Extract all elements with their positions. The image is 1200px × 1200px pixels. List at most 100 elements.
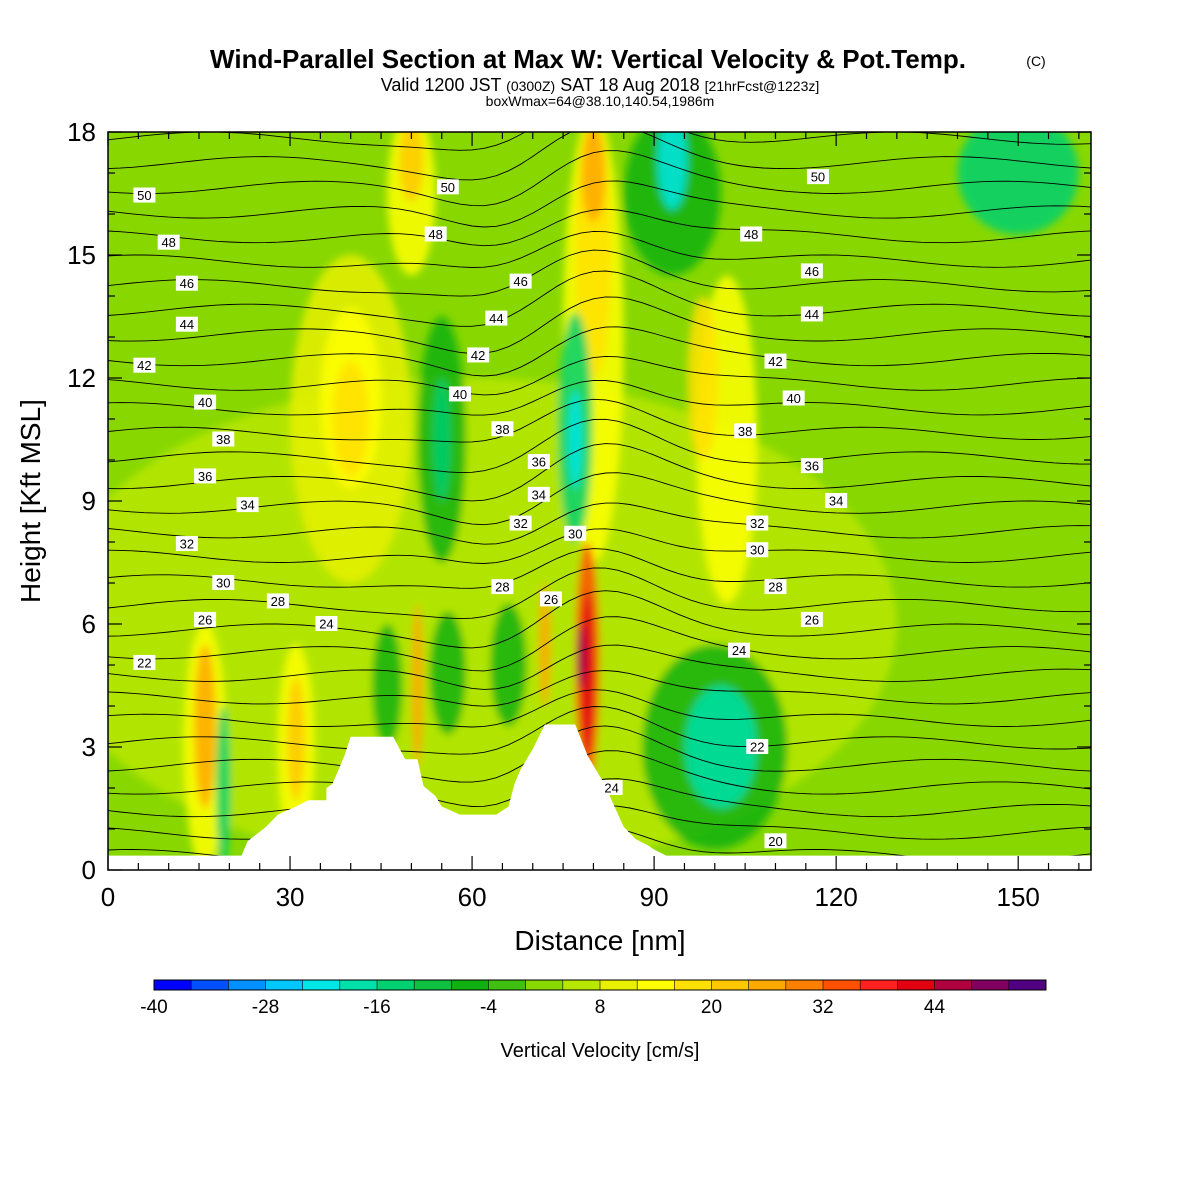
- x-axis: 0 30 60 90 120 150: [101, 132, 1080, 912]
- contour-label-text: 36: [198, 469, 212, 484]
- valid-date: SAT 18 Aug 2018: [560, 75, 699, 95]
- contour-label-text: 30: [750, 543, 764, 558]
- velocity-region: [371, 624, 403, 747]
- x-tick-label: 60: [458, 882, 487, 912]
- contour-label: 30: [212, 575, 235, 591]
- y-axis-label: Height [Kft MSL]: [15, 399, 46, 603]
- contour-label: 34: [236, 497, 259, 513]
- contour-label: 32: [746, 515, 769, 531]
- theta-contour-38: [108, 398, 1091, 443]
- colorbar-swatch: [785, 980, 824, 990]
- theta-contour-25: [108, 706, 1091, 755]
- colorbar-swatch: [897, 980, 935, 990]
- contour-label: 30: [746, 542, 769, 558]
- contour-label: 20: [764, 833, 787, 849]
- colorbar-swatch: [971, 980, 1010, 990]
- contour-label: 50: [436, 179, 459, 195]
- colorbar-swatch: [637, 980, 675, 990]
- velocity-region: [567, 390, 583, 489]
- x-tick-label: 150: [996, 882, 1039, 912]
- theta-contour-35: [108, 472, 1091, 526]
- contour-label: 42: [467, 347, 490, 363]
- contour-label-text: 36: [805, 459, 819, 474]
- colorbar-tick-label: 20: [701, 997, 722, 1018]
- contour-label: 32: [175, 536, 198, 552]
- contour-label-text: 22: [750, 740, 764, 755]
- potential-temperature-contours: [108, 132, 1091, 863]
- y-tick-label: 18: [67, 117, 96, 147]
- contour-label: 50: [806, 169, 829, 185]
- velocity-region: [332, 361, 369, 477]
- contour-label: 42: [764, 353, 787, 369]
- contour-label: 40: [782, 390, 805, 406]
- valid-time-line: Valid 1200 JST (0300Z) SAT 18 Aug 2018 […: [381, 75, 820, 95]
- contour-label-text: 48: [428, 227, 442, 242]
- contour-label-text: 28: [768, 580, 782, 595]
- colorbar-swatch: [451, 980, 489, 990]
- contour-label: 26: [539, 591, 562, 607]
- theta-contour-45: [108, 230, 1091, 268]
- contour-label-text: 34: [532, 487, 546, 502]
- contour-label: 38: [491, 421, 514, 437]
- contour-label-text: 40: [786, 391, 800, 406]
- colorbar: [153, 979, 1047, 991]
- colorbar-swatch: [414, 980, 452, 990]
- velocity-region: [684, 685, 758, 809]
- terrain-mask: [108, 724, 1091, 870]
- theta-contour-41: [108, 326, 1091, 377]
- contour-label: 34: [527, 486, 550, 502]
- contour-label: 26: [800, 611, 823, 627]
- theta-contour-32: [108, 548, 1091, 589]
- velocity-region: [432, 378, 451, 501]
- velocity-region: [580, 591, 595, 756]
- contour-label: 40: [194, 394, 217, 410]
- valid-utc: (0300Z): [506, 78, 555, 94]
- x-axis-label: Distance [nm]: [514, 925, 685, 956]
- contour-label-text: 32: [180, 537, 194, 552]
- y-tick-label: 12: [67, 363, 96, 393]
- theta-contour-39: [108, 379, 1091, 416]
- colorbar-swatch: [228, 980, 266, 990]
- colorbar-tick-label: -4: [480, 997, 497, 1018]
- colorbar-tick-label: -40: [140, 997, 167, 1018]
- colorbar-swatch: [600, 980, 638, 990]
- colorbar-swatch: [525, 980, 564, 990]
- theta-contour-42: [108, 296, 1091, 354]
- contour-label: 32: [509, 515, 532, 531]
- colorbar-swatch: [339, 980, 378, 990]
- chart-title: Wind-Parallel Section at Max W: Vertical…: [210, 44, 966, 74]
- box-wmax-info: boxWmax=64@38.10,140.54,1986m: [486, 93, 715, 109]
- contour-label: 44: [485, 310, 508, 326]
- theta-contour-29: [108, 616, 1091, 672]
- contour-label-text: 38: [495, 422, 509, 437]
- contour-label-text: 26: [544, 592, 558, 607]
- forecast-info: [21hrFcst@1223z]: [705, 78, 820, 94]
- colorbar-tick-label: -28: [252, 997, 279, 1018]
- contour-label-text: 28: [271, 594, 285, 609]
- contour-label-text: 24: [732, 643, 746, 658]
- contour-label: 24: [315, 616, 338, 632]
- x-tick-label: 30: [276, 882, 305, 912]
- y-tick-label: 6: [82, 609, 96, 639]
- contour-label-text: 30: [216, 576, 230, 591]
- valid-prefix: Valid 1200 JST: [381, 75, 502, 95]
- colorbar-swatch: [191, 980, 229, 990]
- velocity-region: [399, 132, 424, 202]
- contour-label: 22: [746, 739, 769, 755]
- contour-label: 44: [175, 316, 198, 332]
- colorbar-swatch: [674, 980, 712, 990]
- x-tick-label: 90: [640, 882, 669, 912]
- theta-contour-48: [108, 150, 1091, 207]
- contour-label: 44: [800, 306, 823, 322]
- y-tick-label: 9: [82, 486, 96, 516]
- theta-contour-46: [108, 208, 1091, 247]
- colorbar-swatch: [934, 980, 973, 990]
- contour-label-text: 42: [137, 358, 151, 373]
- theta-contour-47: [108, 180, 1091, 228]
- contour-label: 26: [194, 611, 217, 627]
- contour-label: 28: [764, 579, 787, 595]
- colorbar-swatch: [488, 980, 527, 990]
- colorbar-tick-label: 32: [812, 997, 833, 1018]
